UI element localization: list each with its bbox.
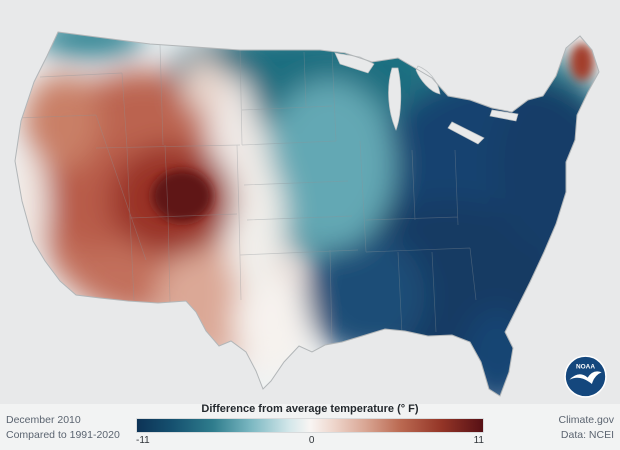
lake-ontario [489,109,519,122]
color-gradient-bar [136,418,484,433]
legend-tick-zero: 0 [308,435,315,446]
legend-title: Difference from average temperature (° F… [136,403,484,415]
noaa-gull-icon [569,371,602,385]
great-lakes [334,52,519,145]
baseline-label: Compared to 1991-2020 [6,428,120,441]
us-temperature-anomaly-map: NOAA [14,31,607,398]
color-scale-legend: Difference from average temperature (° F… [136,403,484,446]
footer-left: December 2010 Compared to 1991-2020 [6,413,120,443]
legend-unit-label: (° F) [397,403,419,415]
us-outline [14,31,600,397]
legend-title-text: Difference from average temperature [201,403,394,415]
state-borders [15,43,477,345]
footer: December 2010 Compared to 1991-2020 Diff… [0,402,620,450]
legend-tick-min: -11 [136,435,150,446]
noaa-logo: NOAA [564,355,607,398]
lake-michigan [388,67,402,131]
legend-ticks: -11 0 11 [136,435,484,446]
noaa-logo-text: NOAA [576,363,595,370]
legend-tick-max: 11 [473,435,484,446]
footer-right: Climate.gov Data: NCEI [559,413,614,443]
lake-huron [415,65,441,95]
data-source-label: Data: NCEI [560,428,614,441]
lake-erie [447,121,485,145]
map-period-label: December 2010 [6,413,81,426]
map-svg [14,31,600,397]
climate-gov-label: Climate.gov [558,413,614,426]
